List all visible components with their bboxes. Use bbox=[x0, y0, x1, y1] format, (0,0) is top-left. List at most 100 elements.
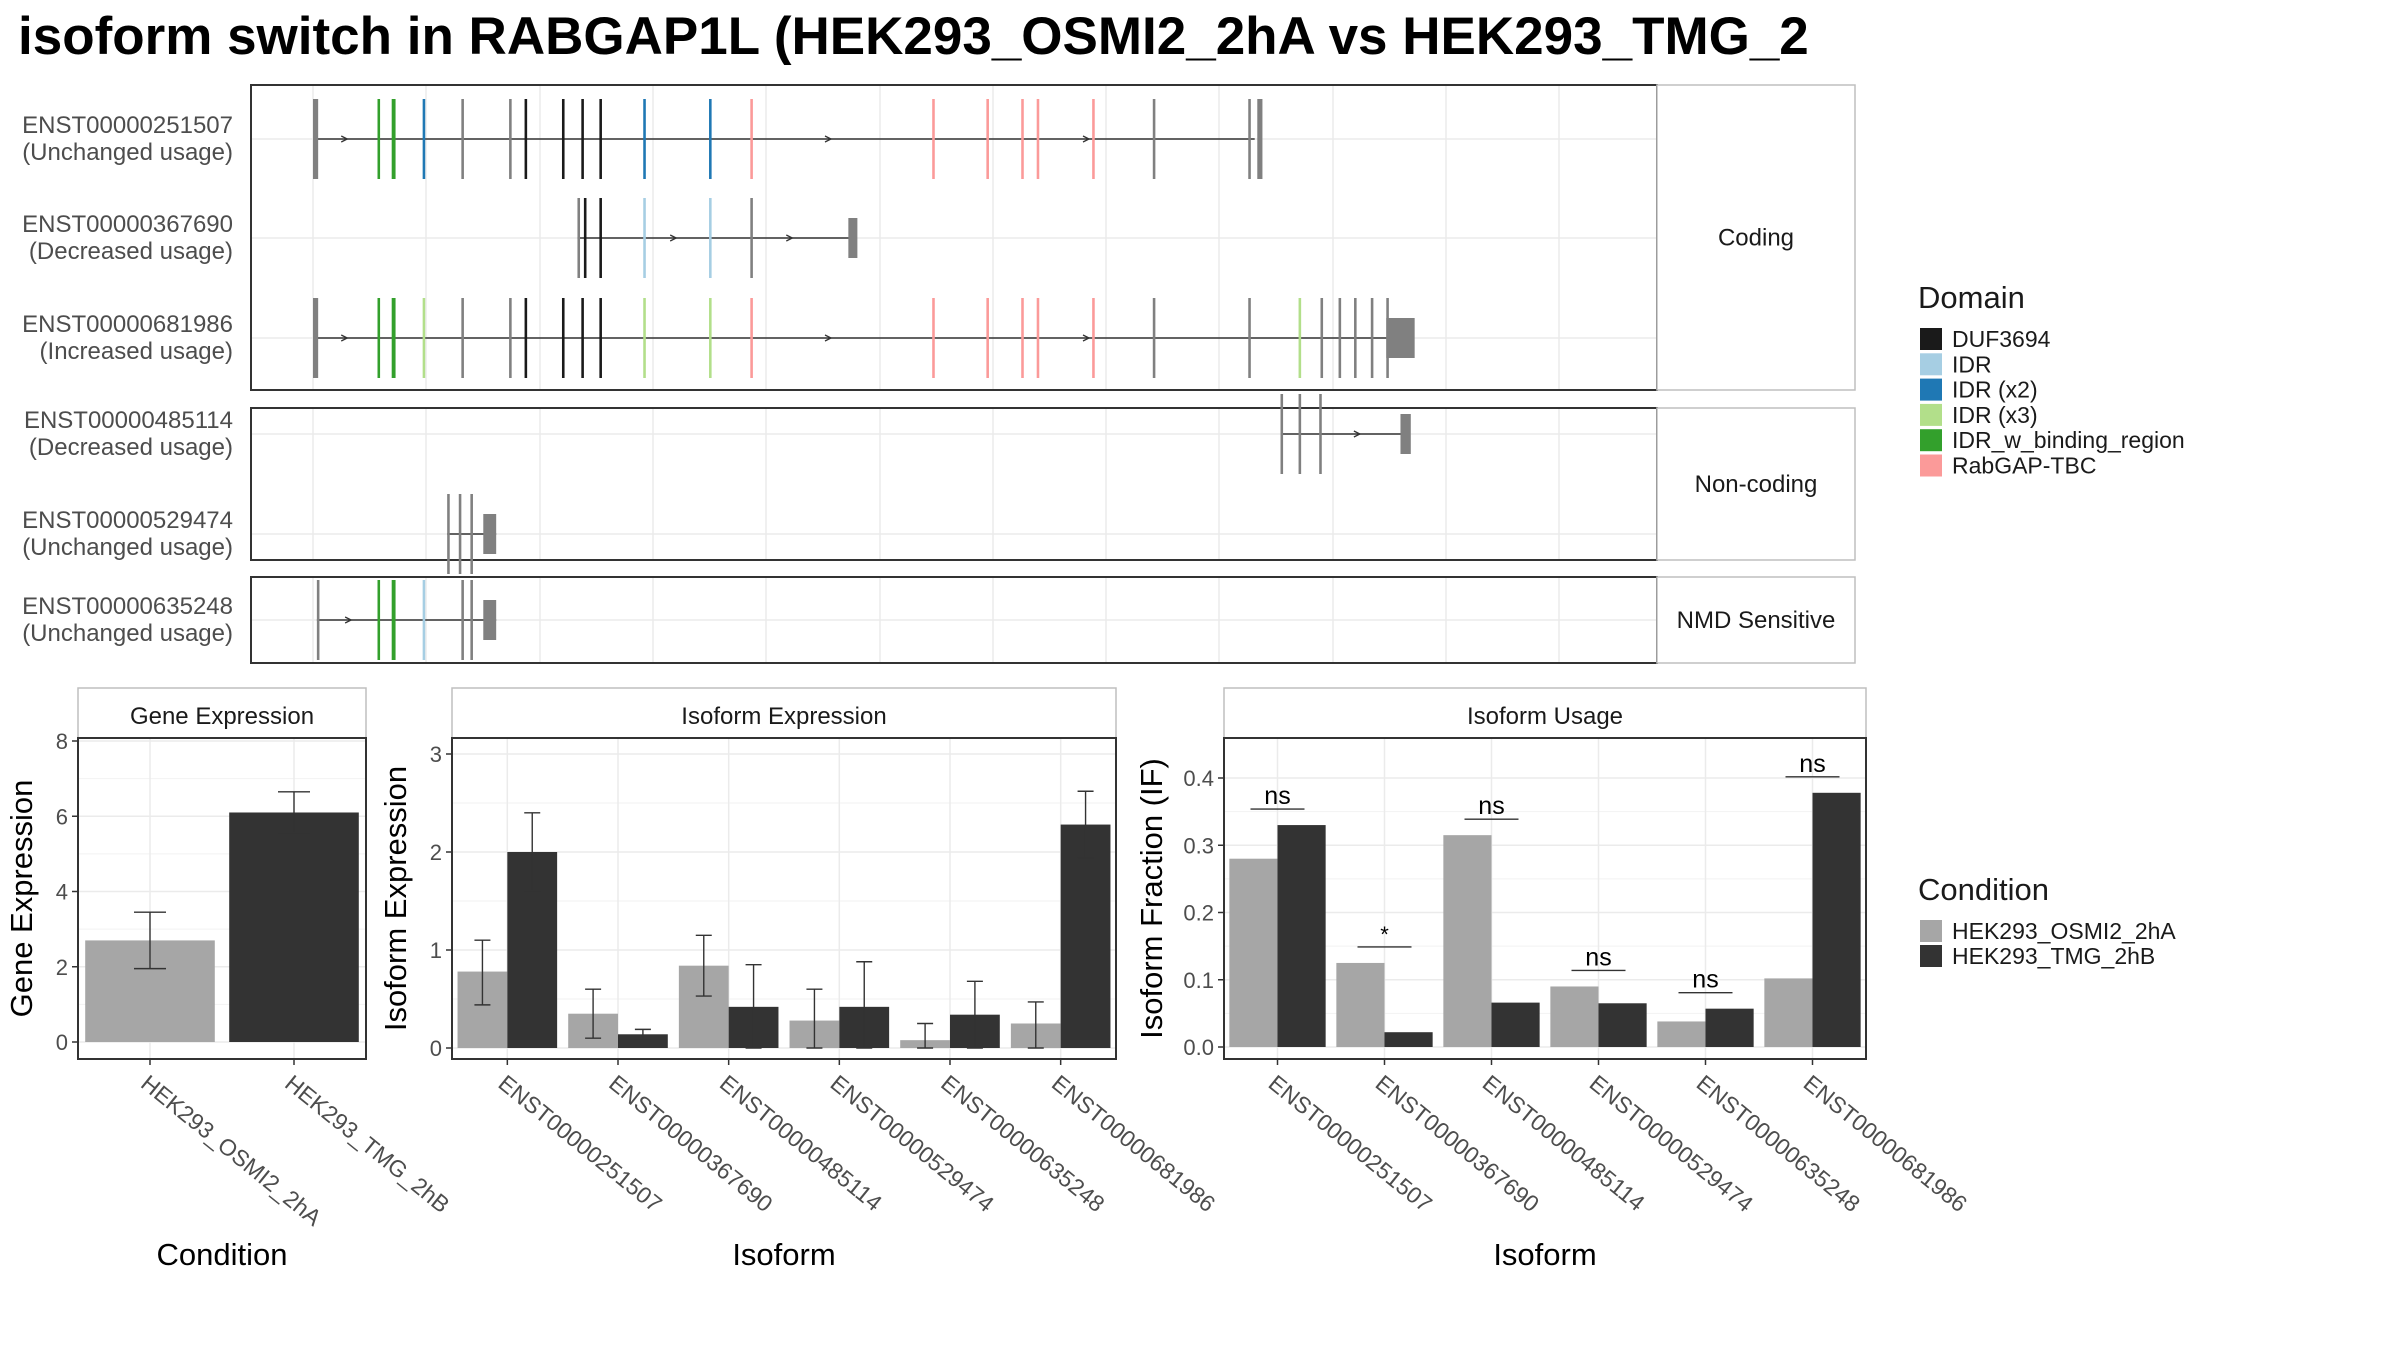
y-tick-label: 8 bbox=[56, 729, 68, 754]
bar bbox=[1705, 1008, 1754, 1047]
y-tick-label: 1 bbox=[430, 938, 442, 963]
exon bbox=[1320, 298, 1324, 378]
exon bbox=[1354, 298, 1357, 378]
exon bbox=[461, 298, 464, 378]
bar bbox=[1598, 1003, 1647, 1047]
exon bbox=[377, 99, 381, 179]
bar bbox=[229, 812, 359, 1042]
intron-direction-chevron bbox=[340, 135, 349, 143]
exon bbox=[709, 298, 712, 378]
panel-border bbox=[77, 737, 367, 1060]
domain-legend-label: DUF3694 bbox=[1952, 326, 2051, 352]
significance-label: * bbox=[1380, 922, 1389, 947]
exon bbox=[643, 99, 646, 179]
significance-label: ns bbox=[1478, 792, 1504, 820]
panel-title: Gene Expression bbox=[130, 703, 314, 730]
transcript-usage-label: (Increased usage) bbox=[40, 338, 233, 365]
exon bbox=[1152, 298, 1156, 378]
significance-label: ns bbox=[1692, 966, 1718, 994]
facet-strip bbox=[1656, 84, 1856, 391]
exon bbox=[483, 514, 497, 554]
exon bbox=[316, 580, 320, 660]
exon bbox=[581, 99, 584, 179]
exon bbox=[1021, 298, 1024, 378]
exon bbox=[470, 580, 473, 660]
exon bbox=[377, 580, 381, 660]
exon bbox=[470, 494, 473, 574]
intron-direction-chevron bbox=[340, 334, 349, 342]
exon bbox=[461, 99, 464, 179]
intron-direction-chevron bbox=[669, 234, 678, 242]
y-axis-title: Isoform Fraction (IF) bbox=[1134, 758, 1169, 1039]
exon bbox=[1021, 99, 1024, 179]
exon bbox=[1248, 298, 1251, 378]
facet-strip-label: NMD Sensitive bbox=[1677, 607, 1836, 634]
panel-bg bbox=[452, 738, 1116, 1059]
exon bbox=[524, 99, 528, 179]
exon bbox=[1386, 318, 1415, 358]
domain-legend-swatch bbox=[1920, 353, 1942, 376]
intron-direction-chevron bbox=[1082, 334, 1091, 342]
facet-strip bbox=[1656, 407, 1856, 561]
exon bbox=[391, 298, 396, 378]
figure-title: isoform switch in RABGAP1L (HEK293_OSMI2… bbox=[18, 7, 1809, 66]
exon bbox=[1092, 298, 1095, 378]
significance-label: ns bbox=[1264, 782, 1290, 810]
exon bbox=[422, 580, 426, 660]
exon bbox=[422, 298, 426, 378]
condition-legend-label: HEK293_TMG_2hB bbox=[1952, 943, 2155, 969]
exon bbox=[643, 298, 646, 378]
exon bbox=[561, 99, 565, 179]
intron-direction-chevron bbox=[1353, 430, 1362, 438]
transcript-id-label: ENST00000251507 bbox=[22, 112, 233, 139]
exon bbox=[750, 99, 753, 179]
exon bbox=[1152, 99, 1156, 179]
panel-title: Isoform Expression bbox=[681, 703, 886, 730]
domain-legend-label: RabGAP-TBC bbox=[1952, 453, 2096, 479]
exon bbox=[581, 298, 584, 378]
transcript-usage-label: (Unchanged usage) bbox=[22, 139, 233, 166]
bar bbox=[1277, 825, 1326, 1047]
exon bbox=[1298, 298, 1302, 378]
domain-legend-swatch bbox=[1920, 429, 1942, 452]
exon bbox=[391, 580, 396, 660]
exon bbox=[599, 298, 602, 378]
exon bbox=[1319, 394, 1322, 474]
y-tick-label: 0.2 bbox=[1183, 901, 1214, 926]
exon bbox=[750, 298, 753, 378]
exon bbox=[561, 298, 565, 378]
exon bbox=[577, 198, 581, 278]
y-tick-label: 2 bbox=[430, 840, 442, 865]
y-tick-label: 0 bbox=[430, 1036, 442, 1061]
exon bbox=[391, 99, 396, 179]
exon bbox=[1036, 99, 1040, 179]
exon bbox=[599, 99, 602, 179]
panel-border bbox=[451, 737, 1117, 1060]
x-axis-title: Condition bbox=[157, 1237, 288, 1272]
panel-strip bbox=[77, 687, 367, 739]
transcript-usage-label: (Unchanged usage) bbox=[22, 620, 233, 647]
transcript-id-label: ENST00000367690 bbox=[22, 211, 233, 238]
facet-strip bbox=[1656, 576, 1856, 664]
bar bbox=[1812, 792, 1861, 1047]
exon bbox=[583, 198, 587, 278]
exon bbox=[1257, 99, 1263, 179]
exon bbox=[986, 99, 989, 179]
transcript-id-label: ENST00000485114 bbox=[24, 407, 233, 434]
transcript-id-label: ENST00000529474 bbox=[22, 507, 233, 534]
bar bbox=[1550, 986, 1599, 1047]
intron-direction-chevron bbox=[1082, 135, 1091, 143]
bar bbox=[1336, 962, 1385, 1047]
domain-legend-swatch bbox=[1920, 403, 1942, 426]
intron-direction-chevron bbox=[824, 135, 833, 143]
y-axis-title: Isoform Expression bbox=[378, 766, 413, 1031]
bar bbox=[1060, 824, 1111, 1048]
exon bbox=[986, 298, 989, 378]
transcript-usage-label: (Decreased usage) bbox=[29, 434, 233, 461]
exon bbox=[709, 99, 712, 179]
exon bbox=[313, 298, 319, 378]
y-tick-label: 0.1 bbox=[1183, 968, 1214, 993]
exon bbox=[643, 198, 646, 278]
exon bbox=[1370, 298, 1374, 378]
